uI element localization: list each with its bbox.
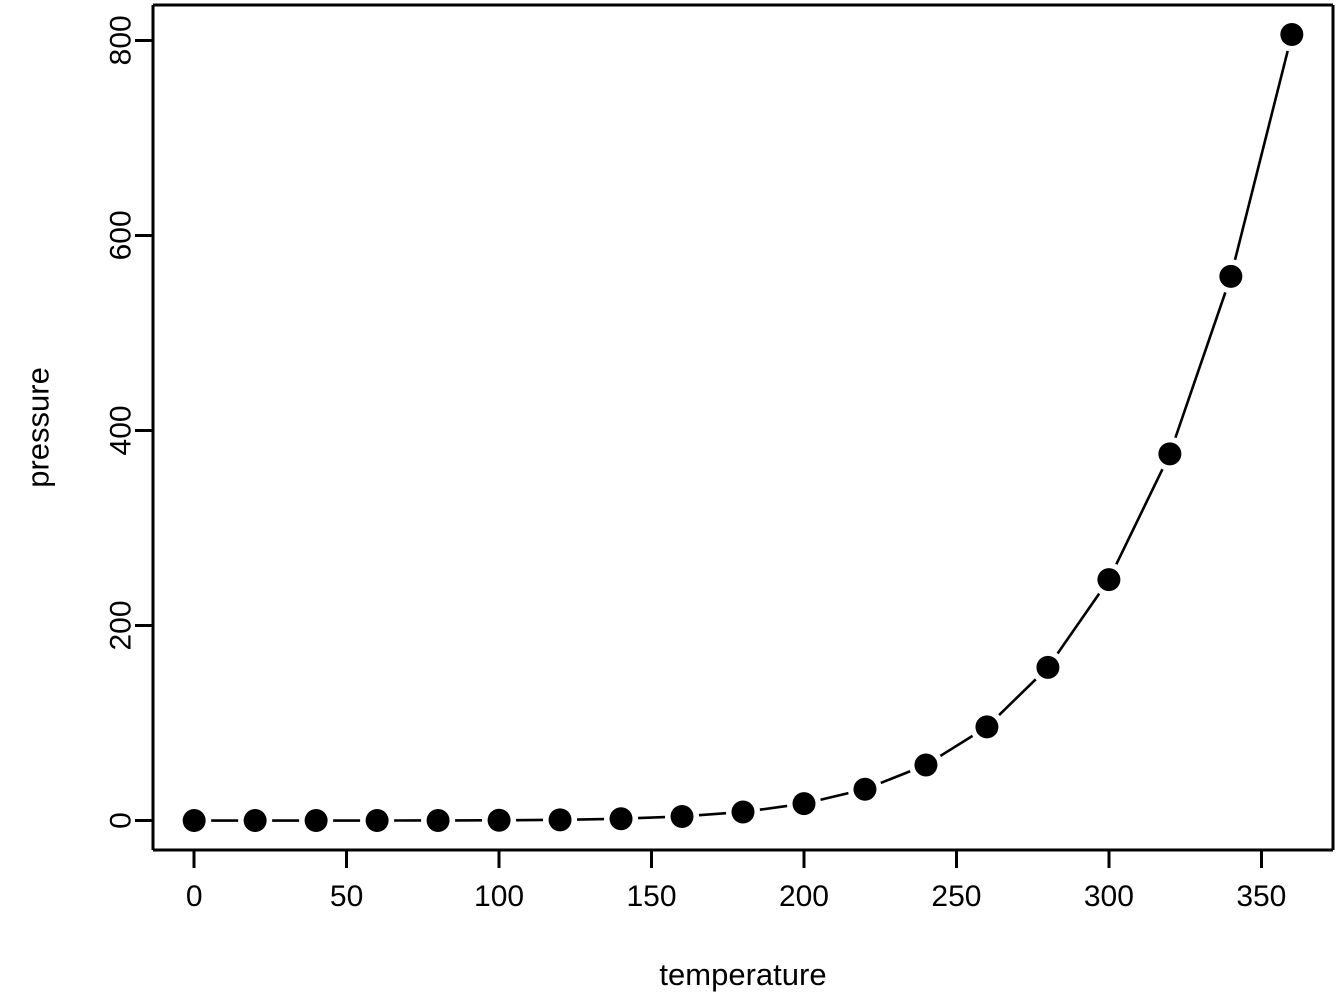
data-point [1219,264,1243,288]
series-segment [939,734,974,758]
y-axis-ticks [135,38,153,823]
series-segment [698,811,727,817]
series-segment [637,815,666,820]
y-tick-label-0: 0 [105,812,138,829]
x-axis-ticks [192,850,1263,868]
x-tick-label-150: 150 [626,880,676,913]
x-tick-label-0: 0 [186,880,203,913]
series-points [182,22,1304,833]
data-point [548,808,572,832]
data-point [243,809,267,833]
data-point [1036,655,1060,679]
data-point [853,777,877,801]
data-point [914,753,938,777]
y-tick-label-600: 600 [105,210,138,260]
series-segment [880,770,911,785]
data-point [1280,22,1304,46]
series-segment [998,678,1037,716]
series-segment [1233,50,1289,261]
series-segment [1115,468,1164,565]
data-point [1097,568,1121,592]
data-point [365,809,389,833]
series-segment [820,791,849,802]
series-segment [1056,592,1101,655]
x-tick-label-100: 100 [474,880,524,913]
data-point [1158,442,1182,466]
x-tick-label-350: 350 [1236,880,1286,913]
y-tick-label-200: 200 [105,600,138,650]
x-axis-tick-labels: 0 50 100 150 200 250 300 350 [186,880,1287,913]
data-point [182,809,206,833]
x-axis-title: temperature [659,957,826,992]
axis-lines [151,3,1335,852]
x-tick-label-250: 250 [931,880,981,913]
data-point [304,809,328,833]
data-point [792,792,816,816]
x-tick-label-300: 300 [1084,880,1134,913]
y-axis-tick-labels: 0 200 400 600 800 [105,15,138,829]
data-point [487,808,511,832]
series-segment [759,804,788,811]
data-point [670,804,694,828]
y-tick-label-400: 400 [105,405,138,455]
series-segment [1174,291,1227,439]
data-point [426,808,450,832]
y-axis-title: pressure [21,367,56,488]
series-segments [211,50,1289,822]
data-point [609,807,633,831]
data-point [731,800,755,824]
y-tick-label-800: 800 [105,15,138,65]
x-tick-label-200: 200 [779,880,829,913]
data-point [975,715,999,739]
x-tick-label-50: 50 [330,880,363,913]
